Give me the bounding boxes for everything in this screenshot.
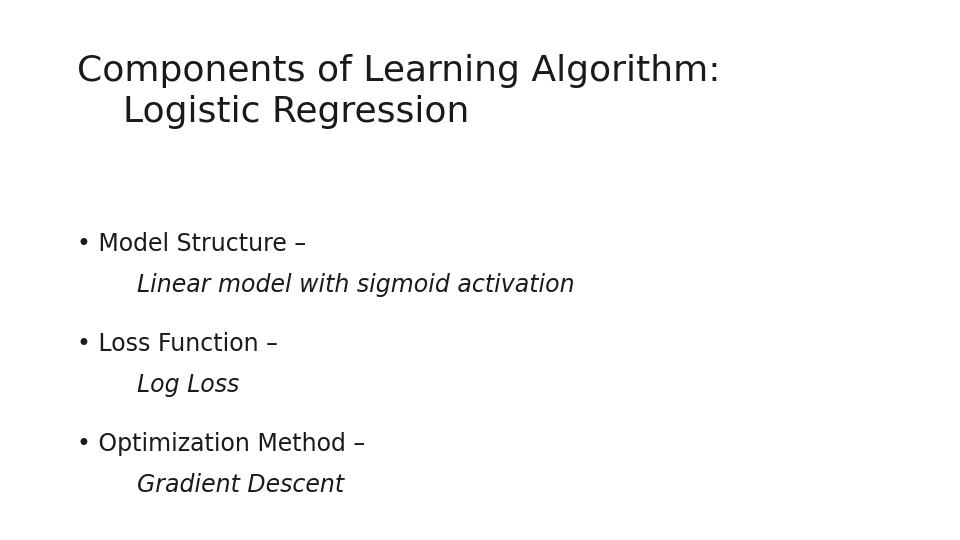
Text: Gradient Descent: Gradient Descent — [77, 472, 344, 496]
Text: Linear model with sigmoid activation: Linear model with sigmoid activation — [77, 273, 574, 296]
Text: Components of Learning Algorithm:
    Logistic Regression: Components of Learning Algorithm: Logist… — [77, 54, 720, 129]
Text: • Model Structure –: • Model Structure – — [77, 232, 306, 256]
Text: • Loss Function –: • Loss Function – — [77, 332, 277, 356]
Text: • Optimization Method –: • Optimization Method – — [77, 432, 365, 456]
Text: Log Loss: Log Loss — [77, 373, 239, 396]
